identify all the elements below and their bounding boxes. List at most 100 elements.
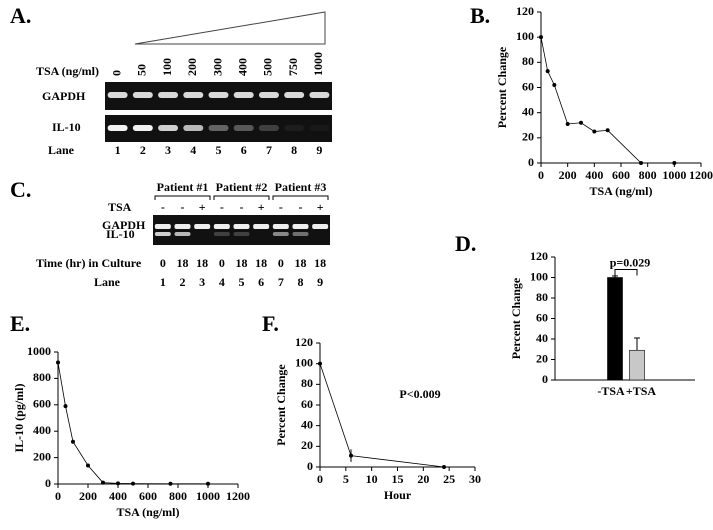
concentration-label: 400 [235, 58, 249, 76]
data-point [71, 439, 75, 444]
il10-band [272, 232, 289, 236]
gapdh-band [233, 92, 254, 98]
time-value: 0 [278, 256, 284, 270]
il10-band [213, 232, 230, 236]
panel-label: B. [470, 3, 490, 28]
lane-number: 6 [241, 143, 247, 157]
gapdh-band [208, 92, 229, 98]
y-tick-label: 20 [301, 438, 313, 452]
gapdh-band [272, 224, 289, 229]
x-tick-label: 0 [317, 472, 323, 486]
data-point [206, 481, 210, 486]
y-tick-label: 0 [528, 155, 534, 169]
x-tick-label: -TSA [597, 384, 625, 398]
lane-number: 9 [316, 143, 322, 157]
concentration-label: 750 [286, 58, 300, 76]
patient-label: Patient #3 [275, 180, 327, 194]
lane-number: 1 [160, 275, 166, 289]
data-point [672, 161, 677, 165]
gapdh-band [258, 92, 279, 98]
il10-band [292, 232, 309, 236]
x-tick-label: 400 [109, 489, 127, 503]
tsa-label: TSA (ng/ml) [36, 64, 99, 78]
data-point [56, 360, 60, 365]
x-tick-label: 600 [139, 489, 157, 503]
lane-number: 4 [219, 275, 225, 289]
y-tick-label: 100 [295, 355, 313, 369]
time-value: 18 [314, 256, 326, 270]
data-point [552, 82, 557, 87]
y-tick-label: 60 [301, 397, 313, 411]
il10-band [233, 125, 254, 131]
data-point [565, 121, 570, 126]
y-tick-label: 80 [522, 54, 534, 68]
time-value: 18 [177, 256, 189, 270]
annotation: p=0.029 [610, 255, 651, 269]
row-label: GAPDH [102, 218, 146, 232]
data-point [639, 161, 643, 165]
y-tick-label: 40 [522, 104, 534, 118]
il10-band [132, 125, 153, 131]
gradient-triangle [134, 11, 326, 45]
concentration-label: 300 [210, 58, 224, 76]
data-line [319, 363, 445, 468]
y-tick-label: 120 [516, 4, 534, 18]
gapdh-band [194, 224, 211, 229]
y-tick-label: 20 [536, 351, 548, 365]
x-axis-title: TSA (ng/ml) [116, 505, 179, 519]
panel-label: E. [10, 311, 30, 336]
x-tick-label: 200 [559, 168, 577, 182]
y-tick-label: 400 [33, 423, 51, 437]
data-point [605, 128, 610, 133]
x-tick-label: 30 [469, 472, 481, 486]
data-point [442, 465, 446, 469]
data-point [116, 481, 120, 486]
data-point [101, 480, 105, 485]
il10-band [174, 232, 191, 236]
gel [153, 215, 330, 245]
x-tick-label: 1000 [196, 489, 220, 503]
y-tick-label: 200 [33, 449, 51, 463]
gapdh-band [284, 92, 305, 98]
il10-band [233, 232, 250, 236]
il10-band [309, 125, 329, 131]
y-tick-label: 0 [45, 476, 51, 490]
y-axis-title: IL-10 (pg/ml) [12, 383, 26, 452]
data-point [349, 453, 353, 458]
tsa-sign: - [161, 200, 165, 214]
concentration-label: 500 [261, 58, 275, 76]
il10-band [258, 125, 279, 131]
data-line [540, 37, 675, 164]
lane-number: 4 [190, 143, 196, 157]
tsa-sign: + [317, 200, 324, 214]
x-tick-label: 400 [585, 168, 603, 182]
y-tick-label: 0 [542, 372, 548, 386]
lane-number: 1 [115, 143, 121, 157]
gapdh-band [253, 224, 270, 229]
x-tick-label: 1200 [226, 489, 250, 503]
y-tick-label: 120 [530, 249, 548, 263]
y-axis-title: Percent Change [509, 277, 523, 359]
lane-number: 8 [291, 143, 297, 157]
patient-label: Patient #1 [157, 180, 209, 194]
bar [607, 277, 623, 381]
lane-number: 3 [165, 143, 171, 157]
gapdh-band [292, 224, 309, 229]
data-line [57, 362, 208, 485]
gapdh-band [132, 92, 153, 98]
y-axis-title: Percent Change [274, 364, 288, 446]
tsa-sign: + [199, 200, 206, 214]
x-axis-title: TSA (ng/ml) [589, 184, 652, 198]
lane-number: 7 [266, 143, 272, 157]
panel-label: F. [262, 311, 279, 336]
x-tick-label: 0 [538, 168, 544, 182]
lane-number: 9 [317, 275, 323, 289]
data-point [539, 35, 543, 40]
data-point [318, 361, 322, 366]
x-tick-label: +TSA [626, 384, 657, 398]
patient-bracket [154, 195, 211, 200]
x-tick-label: 5 [343, 472, 349, 486]
data-point [63, 404, 68, 409]
time-value: 18 [236, 256, 248, 270]
